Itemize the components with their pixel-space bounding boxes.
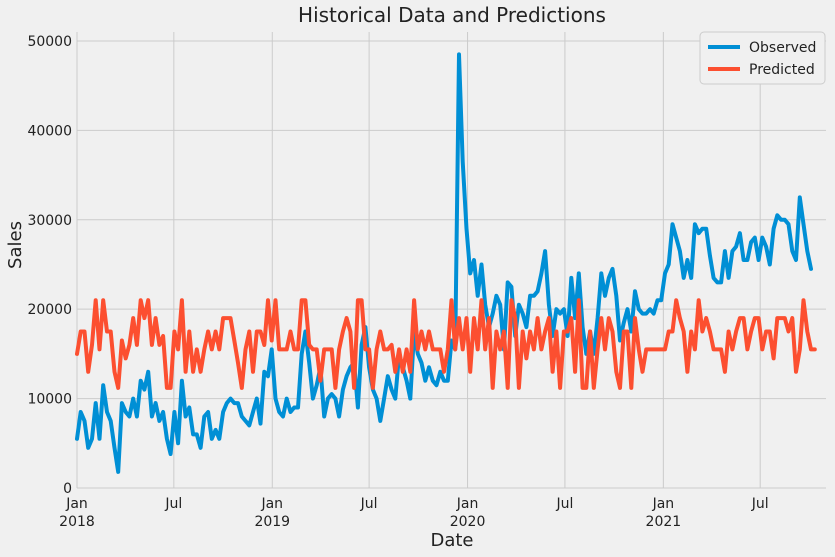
y-tick-label: 20000: [27, 302, 72, 318]
series-line-observed: [75, 52, 813, 474]
y-tick-label: 10000: [27, 392, 72, 408]
x-tick-label: Jan: [260, 496, 283, 512]
y-tick-label: 30000: [27, 213, 72, 229]
x-tick-label: Jan: [456, 496, 479, 512]
x-tick-year-label: 2020: [450, 514, 486, 530]
x-tick-label: Jan: [652, 496, 675, 512]
series-line-predicted: [75, 298, 817, 390]
x-tick-label: Jul: [360, 496, 378, 512]
x-tick-year-label: 2018: [59, 514, 95, 530]
y-tick-label: 40000: [27, 123, 72, 139]
series-layer: [75, 52, 817, 474]
legend-label-predicted: Predicted: [749, 62, 815, 78]
x-axis-label: Date: [430, 530, 473, 551]
ticks: 0 10000 20000 30000 40000 50000 Jan 2018 Jul Jan 2…: [27, 34, 768, 530]
legend: Observed Predicted: [699, 31, 826, 85]
y-tick-label: 50000: [27, 34, 72, 50]
y-axis-label: Sales: [5, 221, 26, 269]
x-tick-label: Jan: [65, 496, 88, 512]
x-tick-label: Jul: [751, 496, 769, 512]
legend-label-observed: Observed: [749, 40, 816, 56]
y-tick-label: 0: [63, 481, 72, 497]
x-tick-year-label: 2021: [646, 514, 682, 530]
x-tick-label: Jul: [555, 496, 573, 512]
x-tick-year-label: 2019: [254, 514, 290, 530]
x-tick-label: Jul: [164, 496, 182, 512]
chart-title: Historical Data and Predictions: [298, 3, 606, 27]
